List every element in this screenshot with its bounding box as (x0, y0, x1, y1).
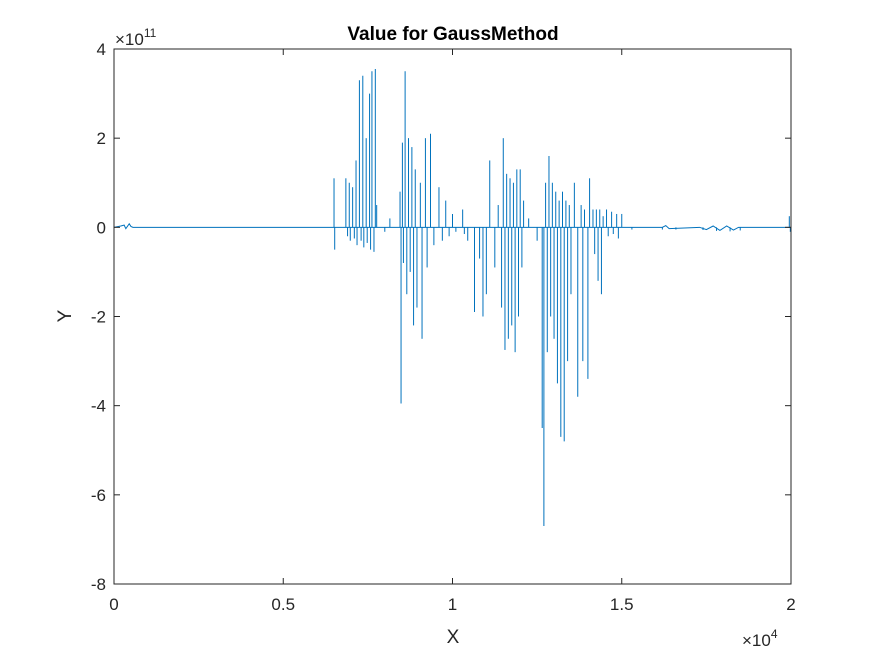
y-tick-label: 0 (97, 218, 106, 237)
y-axis-label: Y (55, 309, 76, 322)
x-tick-label: 0 (109, 595, 118, 614)
y-axis-exponent: ×1011 (115, 26, 157, 49)
series-baseline (113, 222, 791, 232)
y-tick-label: -2 (91, 308, 106, 327)
x-tick-label: 0.5 (271, 595, 295, 614)
y-tick-label: -8 (91, 575, 106, 594)
x-tick-label: 1 (448, 595, 457, 614)
y-tick-label: -4 (91, 397, 106, 416)
y-tick-label: 2 (97, 129, 106, 148)
x-tick-label: 1.5 (610, 595, 634, 614)
chart-title: Value for GaussMethod (347, 24, 558, 45)
x-axis-exponent: ×104 (742, 627, 778, 650)
x-exponent-power: 4 (771, 627, 778, 641)
plot-area (114, 49, 791, 584)
y-exponent-base: ×10 (115, 30, 144, 49)
svg-text:×1011: ×1011 (115, 26, 157, 49)
series-group (113, 69, 791, 527)
y-tick-label: -6 (91, 486, 106, 505)
y-exponent-power: 11 (144, 26, 157, 40)
svg-text:×104: ×104 (742, 627, 778, 650)
y-axis: -8 -6 -4 -2 0 2 4 (91, 40, 791, 594)
y-tick-label: 4 (97, 40, 106, 59)
x-axis: 0 0.5 1 1.5 2 (109, 49, 796, 614)
x-exponent-base: ×10 (742, 631, 771, 650)
x-tick-label: 2 (786, 595, 795, 614)
x-axis-label: X (447, 627, 460, 648)
